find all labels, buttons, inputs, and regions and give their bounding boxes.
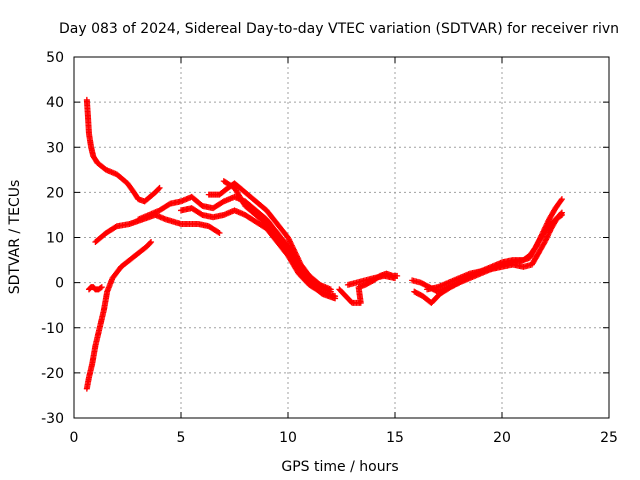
y-axis-label: SDTVAR / TECUs bbox=[7, 180, 23, 295]
data-point bbox=[327, 286, 334, 293]
data-point bbox=[392, 275, 398, 282]
series-track-b bbox=[83, 239, 155, 392]
x-tick-label: 15 bbox=[386, 430, 404, 446]
data-points bbox=[83, 96, 565, 392]
series-track-g bbox=[205, 180, 334, 293]
series-track-d bbox=[92, 211, 223, 246]
data-point bbox=[558, 196, 565, 203]
data-point bbox=[558, 211, 565, 218]
interp-point bbox=[97, 284, 104, 291]
y-tick-label: 30 bbox=[46, 140, 64, 156]
y-tick-label: -10 bbox=[41, 321, 64, 337]
x-tick-label: 25 bbox=[600, 430, 618, 446]
x-tick-labels: 0 5 10 15 20 25 bbox=[70, 430, 618, 446]
y-tick-label: 10 bbox=[46, 231, 64, 247]
interp-point bbox=[557, 212, 564, 219]
y-tick-labels: -30 -20 -10 0 10 20 30 40 50 bbox=[41, 50, 64, 427]
chart-title: Day 083 of 2024, Sidereal Day-to-day VTE… bbox=[59, 21, 619, 37]
data-point bbox=[148, 239, 155, 246]
x-axis-label: GPS time / hours bbox=[281, 459, 398, 475]
data-point bbox=[216, 229, 223, 236]
interp-point bbox=[155, 185, 162, 192]
y-tick-label: 20 bbox=[46, 185, 64, 201]
data-point bbox=[156, 184, 163, 191]
data-point bbox=[98, 284, 105, 291]
y-tick-label: 50 bbox=[46, 50, 64, 66]
data-point bbox=[332, 295, 339, 302]
x-tick-label: 5 bbox=[177, 430, 186, 446]
series-track-h bbox=[220, 178, 339, 302]
plot-frame bbox=[73, 56, 610, 419]
interp-point bbox=[558, 197, 565, 204]
series-track-m bbox=[424, 211, 565, 293]
x-tick-label: 20 bbox=[493, 430, 511, 446]
x-tick-label: 0 bbox=[70, 430, 79, 446]
series-track-a bbox=[83, 96, 163, 205]
x-tick-label: 10 bbox=[279, 430, 297, 446]
interp-point bbox=[147, 239, 154, 246]
y-tick-label: -30 bbox=[41, 411, 64, 427]
y-tick-label: 40 bbox=[46, 95, 64, 111]
series-track-c bbox=[85, 284, 105, 293]
y-tick-label: -20 bbox=[41, 366, 64, 382]
y-tick-label: 0 bbox=[55, 276, 64, 292]
interp-point bbox=[215, 229, 222, 236]
series-track-j bbox=[344, 272, 398, 288]
